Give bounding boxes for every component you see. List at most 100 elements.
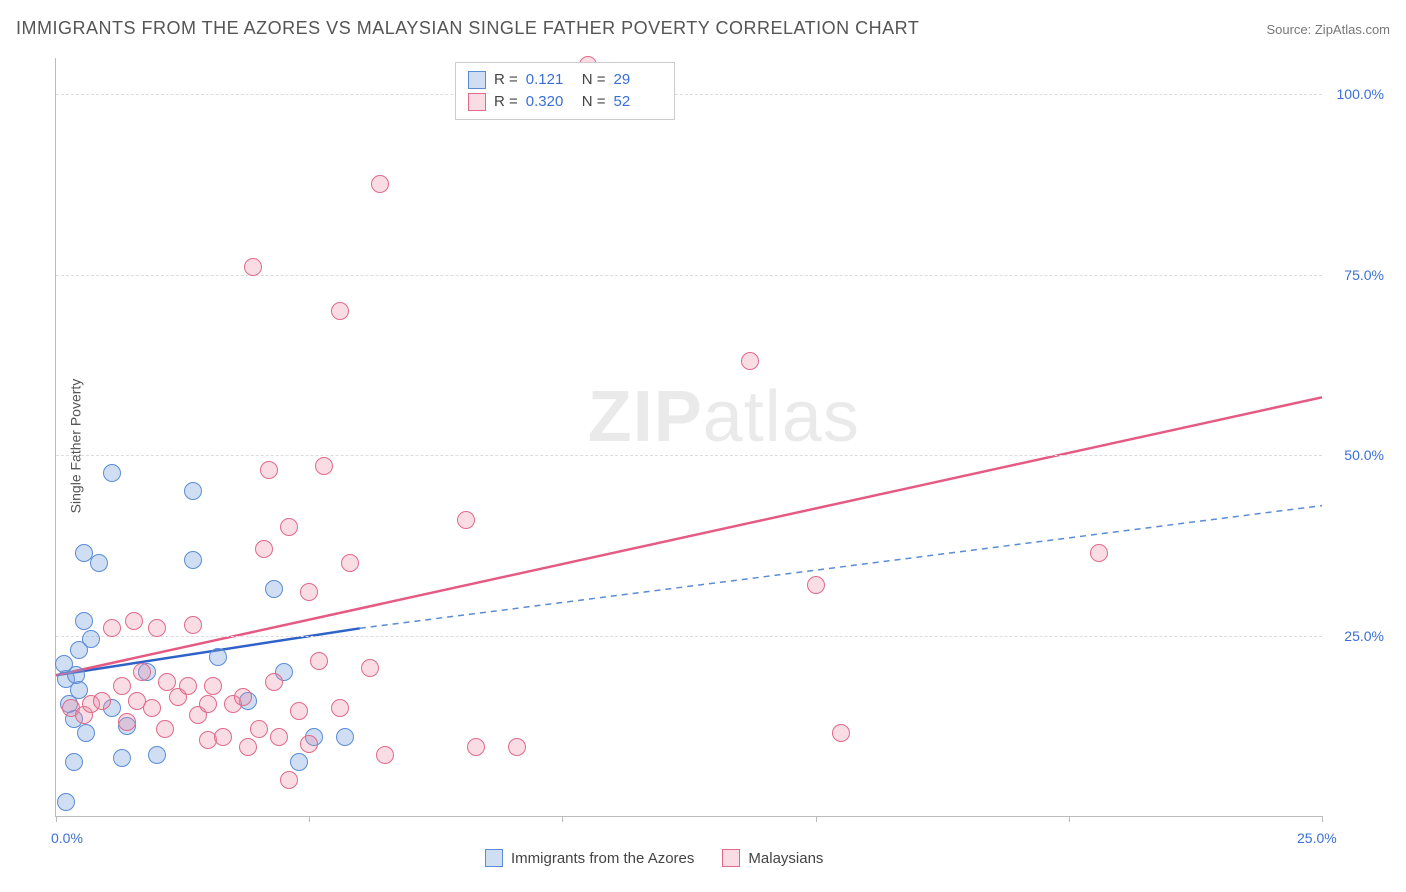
data-point-malaysians — [467, 738, 485, 756]
data-point-azores — [77, 724, 95, 742]
y-tick-label: 50.0% — [1328, 447, 1384, 463]
x-tick — [309, 816, 310, 822]
data-point-malaysians — [118, 713, 136, 731]
legend-r-label: R = — [494, 91, 518, 113]
data-point-malaysians — [807, 576, 825, 594]
y-tick-label: 25.0% — [1328, 628, 1384, 644]
data-point-malaysians — [214, 728, 232, 746]
gridline — [56, 275, 1322, 276]
trend-line — [360, 506, 1322, 629]
data-point-malaysians — [376, 746, 394, 764]
data-point-malaysians — [260, 461, 278, 479]
data-point-malaysians — [741, 352, 759, 370]
legend-swatch — [468, 93, 486, 111]
data-point-azores — [75, 544, 93, 562]
data-point-malaysians — [371, 175, 389, 193]
data-point-malaysians — [143, 699, 161, 717]
data-point-malaysians — [244, 258, 262, 276]
x-max-label: 25.0% — [1297, 830, 1337, 846]
x-tick — [1322, 816, 1323, 822]
data-point-malaysians — [331, 302, 349, 320]
gridline — [56, 636, 1322, 637]
data-point-malaysians — [832, 724, 850, 742]
data-point-azores — [184, 551, 202, 569]
data-point-azores — [290, 753, 308, 771]
title-bar: IMMIGRANTS FROM THE AZORES VS MALAYSIAN … — [16, 18, 1390, 39]
legend-r-value: 0.121 — [526, 69, 574, 91]
data-point-malaysians — [250, 720, 268, 738]
x-tick — [562, 816, 563, 822]
data-point-malaysians — [341, 554, 359, 572]
data-point-malaysians — [148, 619, 166, 637]
data-point-azores — [148, 746, 166, 764]
legend-swatch — [722, 849, 740, 867]
data-point-azores — [55, 655, 73, 673]
gridline — [56, 455, 1322, 456]
legend-n-value: 29 — [614, 69, 662, 91]
series-legend-label: Immigrants from the Azores — [511, 850, 694, 867]
gridline — [56, 94, 1322, 95]
legend-r-label: R = — [494, 69, 518, 91]
data-point-azores — [209, 648, 227, 666]
series-legend-item-azores: Immigrants from the Azores — [485, 849, 694, 867]
legend-n-value: 52 — [614, 91, 662, 113]
data-point-azores — [336, 728, 354, 746]
data-point-malaysians — [234, 688, 252, 706]
legend-n-label: N = — [582, 91, 606, 113]
correlation-legend: R = 0.121 N = 29 R = 0.320 N = 52 — [455, 62, 675, 120]
data-point-malaysians — [199, 695, 217, 713]
legend-row-malaysians: R = 0.320 N = 52 — [468, 91, 662, 113]
x-tick — [56, 816, 57, 822]
y-tick-label: 100.0% — [1328, 86, 1384, 102]
data-point-malaysians — [1090, 544, 1108, 562]
data-point-malaysians — [270, 728, 288, 746]
data-point-azores — [113, 749, 131, 767]
source-label: Source: ZipAtlas.com — [1266, 22, 1390, 37]
data-point-malaysians — [239, 738, 257, 756]
data-point-malaysians — [179, 677, 197, 695]
series-legend: Immigrants from the Azores Malaysians — [485, 849, 823, 867]
data-point-azores — [65, 753, 83, 771]
data-point-malaysians — [133, 663, 151, 681]
data-point-malaysians — [280, 771, 298, 789]
legend-row-azores: R = 0.121 N = 29 — [468, 69, 662, 91]
data-point-malaysians — [457, 511, 475, 529]
data-point-azores — [75, 612, 93, 630]
data-point-azores — [57, 793, 75, 811]
scatter-plot-area: ZIPatlas 25.0%50.0%75.0%100.0% — [55, 58, 1322, 817]
data-point-malaysians — [265, 673, 283, 691]
series-legend-item-malaysians: Malaysians — [722, 849, 823, 867]
data-point-malaysians — [331, 699, 349, 717]
data-point-malaysians — [290, 702, 308, 720]
trend-line — [56, 397, 1322, 675]
data-point-azores — [103, 464, 121, 482]
data-point-malaysians — [361, 659, 379, 677]
data-point-malaysians — [280, 518, 298, 536]
data-point-azores — [265, 580, 283, 598]
data-point-azores — [90, 554, 108, 572]
data-point-malaysians — [310, 652, 328, 670]
data-point-azores — [82, 630, 100, 648]
legend-r-value: 0.320 — [526, 91, 574, 113]
data-point-malaysians — [204, 677, 222, 695]
data-point-azores — [184, 482, 202, 500]
data-point-malaysians — [300, 735, 318, 753]
data-point-malaysians — [113, 677, 131, 695]
x-min-label: 0.0% — [51, 830, 83, 846]
data-point-malaysians — [156, 720, 174, 738]
data-point-malaysians — [508, 738, 526, 756]
y-tick-label: 75.0% — [1328, 267, 1384, 283]
data-point-malaysians — [93, 692, 111, 710]
x-tick — [816, 816, 817, 822]
legend-swatch — [485, 849, 503, 867]
chart-title: IMMIGRANTS FROM THE AZORES VS MALAYSIAN … — [16, 18, 919, 39]
data-point-malaysians — [184, 616, 202, 634]
data-point-malaysians — [300, 583, 318, 601]
data-point-malaysians — [103, 619, 121, 637]
series-legend-label: Malaysians — [748, 850, 823, 867]
legend-swatch — [468, 71, 486, 89]
data-point-malaysians — [315, 457, 333, 475]
data-point-malaysians — [255, 540, 273, 558]
x-tick — [1069, 816, 1070, 822]
legend-n-label: N = — [582, 69, 606, 91]
